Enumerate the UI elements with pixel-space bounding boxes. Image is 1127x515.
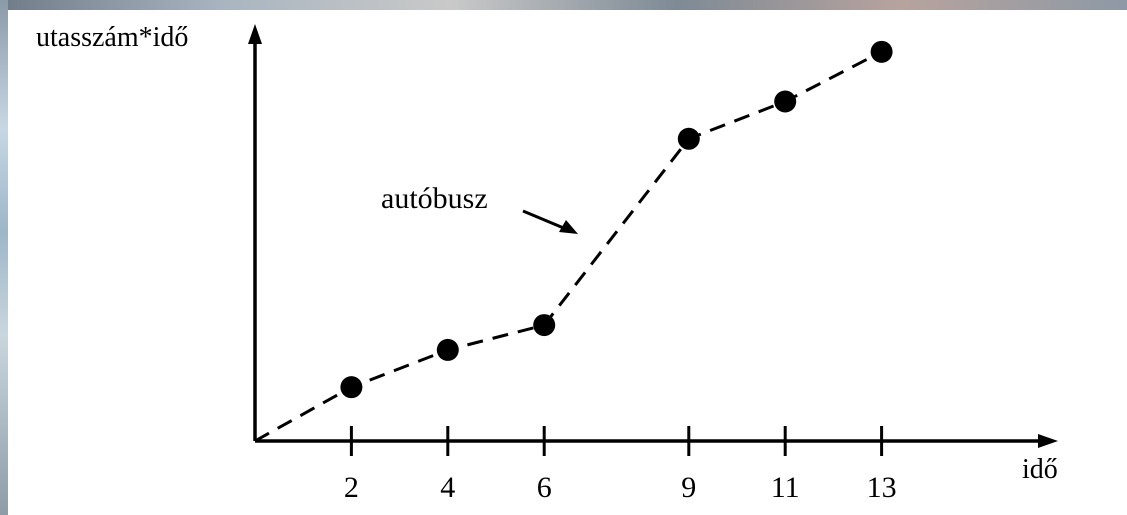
x-axis-arrowhead — [1038, 434, 1058, 448]
annotation-arrow — [522, 209, 578, 234]
data-point-4 — [436, 338, 459, 361]
y-axis-label: utasszám*idő — [36, 22, 188, 53]
annotation-arrow-head — [559, 220, 578, 234]
data-point-13 — [870, 40, 893, 63]
ticks-layer: 2 4 6 9 11 13 — [344, 426, 897, 504]
left-background-strip — [0, 0, 8, 515]
x-axis-label: idő — [1022, 454, 1058, 485]
x-tick-label-13: 13 — [867, 471, 897, 504]
data-point-11 — [774, 90, 797, 113]
x-tick-label-6: 6 — [537, 471, 552, 504]
top-background-strip — [0, 0, 1127, 10]
data-point-9 — [677, 127, 700, 150]
y-axis-arrowhead — [248, 24, 262, 44]
annotation-arrow-line — [522, 209, 567, 231]
data-point-2 — [340, 376, 363, 399]
x-tick-label-11: 11 — [771, 471, 800, 504]
data-point-6 — [533, 314, 556, 337]
series-annotation-label: autóbusz — [381, 182, 488, 215]
series-layer — [254, 40, 893, 443]
x-tick-label-2: 2 — [344, 471, 359, 504]
chart-background — [8, 10, 1127, 515]
x-tick-label-4: 4 — [440, 471, 455, 504]
x-tick-label-9: 9 — [681, 471, 696, 504]
axes — [248, 24, 1058, 448]
